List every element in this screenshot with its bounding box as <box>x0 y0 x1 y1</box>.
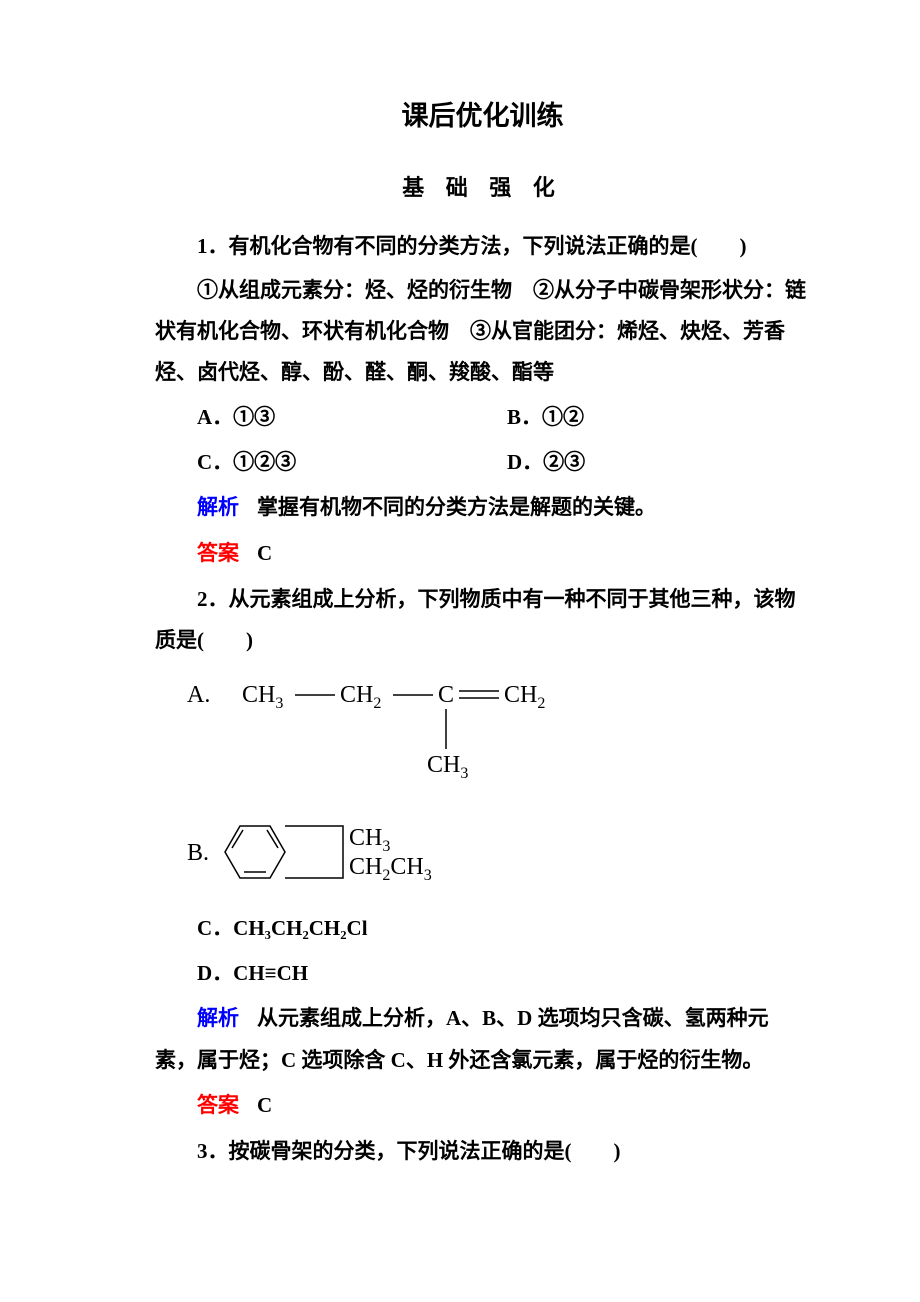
structA-ch2: CH2 <box>340 682 381 712</box>
answer-label: 答案 <box>197 542 239 565</box>
section-subtitle: 基 础 强 化 <box>155 167 810 210</box>
structA-c: C <box>438 682 454 708</box>
q1-answer-text: C <box>257 541 272 565</box>
q1-answer: 答案 C <box>155 533 810 575</box>
q1-optC: C．①②③ <box>197 442 507 483</box>
q1-explain-text: 掌握有机物不同的分类方法是解题的关键。 <box>257 495 656 519</box>
q2-answer: 答案 C <box>155 1085 810 1127</box>
benzene-ring <box>225 826 285 878</box>
explain-label: 解析 <box>197 496 239 519</box>
structA-ch2-2: CH2 <box>504 682 545 712</box>
q1-explain: 解析掌握有机物不同的分类方法是解题的关键。 <box>155 487 810 529</box>
q2-stem: 2．从元素组成上分析，下列物质中有一种不同于其他三种，该物质是( ) <box>155 579 810 661</box>
explain-label: 解析 <box>197 1007 239 1030</box>
optA-label: A. <box>187 682 210 708</box>
page-title: 课后优化训练 <box>155 90 810 143</box>
q1-options-row1: A．①③ B．①② <box>155 397 810 438</box>
q2-optD: D．CH≡CH <box>155 953 810 994</box>
q1-stem: 1．有机化合物有不同的分类方法，下列说法正确的是( ) <box>155 226 810 267</box>
structA-ch3-branch: CH3 <box>427 752 468 782</box>
q1-optD: D．②③ <box>507 442 585 483</box>
q1-body: ①从组成元素分：烃、烃的衍生物 ②从分子中碳骨架形状分：链状有机化合物、环状有机… <box>155 270 810 393</box>
q2-optC: C．CH₃CH₂CH₂Cl <box>155 908 810 949</box>
q2-answer-text: C <box>257 1093 272 1117</box>
q2-optA-structure: A. CH3 CH2 C CH2 CH3 <box>155 677 810 782</box>
q2-explain-text: 从元素组成上分析，A、B、D 选项均只含碳、氢两种元素，属于烃；C 选项除含 C… <box>155 1006 769 1072</box>
q2-optB-structure: B. CH3 CH2CH3 <box>155 812 810 892</box>
q1-optA: A．①③ <box>197 397 507 438</box>
optB-label: B. <box>187 840 209 866</box>
structA-ch3-1: CH3 <box>242 682 283 712</box>
q1-optB: B．①② <box>507 397 584 438</box>
q1-options-row2: C．①②③ D．②③ <box>155 442 810 483</box>
q2-explain: 解析从元素组成上分析，A、B、D 选项均只含碳、氢两种元素，属于烃；C 选项除含… <box>155 998 810 1081</box>
structB-ch3: CH3 <box>349 825 390 855</box>
bracket-icon <box>285 826 343 878</box>
answer-label: 答案 <box>197 1094 239 1117</box>
structB-ch2ch3: CH2CH3 <box>349 854 432 884</box>
q3-stem: 3．按碳骨架的分类，下列说法正确的是( ) <box>155 1131 810 1172</box>
